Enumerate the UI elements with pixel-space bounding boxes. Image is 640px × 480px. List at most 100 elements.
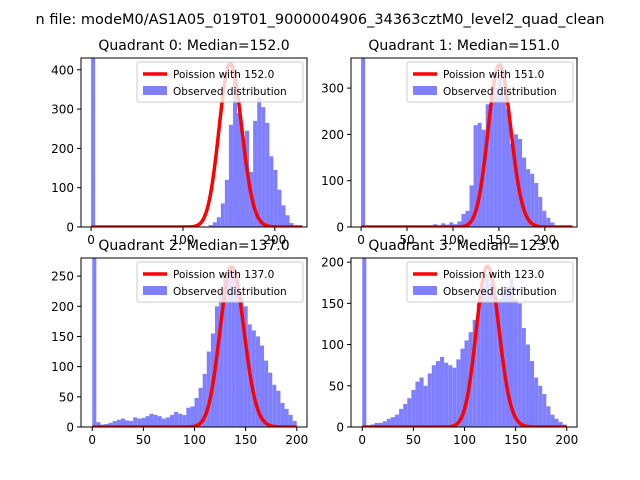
quadrant-3-histogram-bar-13 (419, 377, 424, 427)
quadrant-2-y-tick-label-2: 100 (51, 360, 74, 374)
quadrant-2-y-tick-label-1: 50 (59, 390, 74, 404)
quadrant-2-histogram-bar-6 (116, 419, 121, 427)
quadrant-3-histogram-bar-11 (411, 389, 416, 427)
quadrant-2-histogram-bar-25 (194, 398, 199, 427)
quadrant-3-histogram-bar-35 (509, 278, 514, 427)
quadrant-1-y-tick-label-3: 300 (321, 82, 344, 96)
quadrant-1-x-tick-label-2: 100 (442, 233, 465, 247)
quadrant-1-histogram-bar-19 (501, 95, 506, 227)
quadrant-0-histogram-bar-9 (241, 136, 246, 227)
quadrant-2-histogram-bar-46 (280, 402, 285, 427)
quadrant-2-x-tick-label-1: 50 (136, 433, 151, 447)
quadrant-2-title: Quadrant 2: Median=137.0 (98, 238, 289, 254)
quadrant-0-x-tick-label-1: 100 (172, 233, 195, 247)
quadrant-0-histogram-bar-13 (257, 97, 262, 227)
quadrant-0-histogram-bar-14 (261, 107, 266, 227)
quadrant-2-histogram-bar-44 (272, 384, 277, 427)
quadrant-3-histogram-bar-23 (460, 348, 465, 427)
quadrant-0-legend: Poission with 152.0 Observed distribution (136, 61, 304, 103)
quadrant-2-histogram-bar-5 (112, 420, 117, 427)
quadrant-3-histogram-bar-16 (431, 365, 436, 427)
quadrant-3-histogram-bar-45 (550, 414, 555, 427)
quadrant-0-legend-histogram-swatch (143, 86, 167, 95)
quadrant-3-histogram-bar-18 (439, 356, 445, 427)
quadrant-1-histogram-bar-26 (530, 173, 535, 227)
quadrant-1-chart: 0 50 100 150 200 0 100 200 300 Quadrant 1: Median… (321, 38, 578, 247)
quadrant-2-histogram-bar-47 (284, 408, 289, 427)
quadrant-3-histogram-bar-31 (493, 295, 498, 427)
quadrant-3-x-tick-label-0: 0 (358, 433, 366, 447)
quadrant-2-histogram-bar-0 (92, 258, 97, 427)
quadrant-2-histogram-bar-24 (190, 406, 195, 427)
quadrant-0-histogram-bar-17 (273, 170, 278, 227)
quadrant-1-y-tick-label-1: 100 (321, 174, 344, 188)
quadrant-0-histogram-bar-18 (277, 189, 282, 227)
quadrant-3-histogram-bar-5 (386, 418, 391, 427)
quadrant-0-histogram-bar-6 (228, 124, 233, 227)
quadrant-1-histogram-bar-10 (465, 210, 470, 227)
quadrant-2-histogram-bar-45 (276, 390, 281, 427)
quadrant-2-histogram-bar-19 (169, 414, 175, 427)
quadrant-3-plot-area (361, 258, 568, 427)
quadrant-1-x-tick-label-1: 50 (399, 233, 414, 247)
quadrant-3-histogram-bar-42 (538, 385, 543, 427)
quadrant-0-axes-frame (80, 57, 308, 228)
quadrant-2-histogram-bar-33 (227, 267, 232, 427)
quadrant-3-histogram-bar-40 (529, 361, 535, 427)
quadrant-1-axes-frame (350, 57, 578, 228)
quadrant-1-histogram-bar-28 (538, 196, 543, 227)
quadrant-2-poisson-line (91, 265, 298, 427)
quadrant-3-x-tick-label-4: 200 (555, 433, 578, 447)
quadrant-1-histogram-bar-16 (489, 95, 494, 227)
quadrant-2-histogram-bar-23 (186, 407, 191, 427)
quadrant-3-histogram-bar-7 (394, 414, 400, 427)
quadrant-0-histogram-bar-12 (253, 120, 258, 227)
quadrant-3-y-tick-label-2: 100 (321, 338, 344, 352)
quadrant-3-histogram-bar-27 (476, 303, 481, 427)
quadrant-1-histogram-bar-21 (509, 143, 514, 227)
quadrant-1-legend-poisson-label: Poission with 151.0 (443, 69, 544, 81)
quadrant-3-histogram-bar-6 (390, 417, 395, 427)
quadrant-2-histogram-bar-39 (251, 330, 256, 427)
quadrant-3-histogram-bar-22 (456, 359, 461, 427)
quadrant-3-histogram-bar-9 (403, 403, 408, 427)
quadrant-3-x-tick-label-2: 100 (453, 433, 476, 447)
quadrant-2-histogram-bar-26 (198, 387, 203, 427)
quadrant-2-histogram-bar-10 (133, 417, 138, 427)
quadrant-3-axes-frame (350, 257, 578, 428)
quadrant-0-histogram-bar-15 (265, 122, 270, 227)
quadrant-2-histogram-bar-8 (124, 420, 130, 427)
quadrant-2-histogram-bar-20 (174, 411, 179, 427)
quadrant-2-plot-area (91, 258, 298, 427)
quadrant-2-y-tick-label-4: 200 (51, 300, 74, 314)
quadrant-0-histogram-bar-19 (281, 205, 286, 227)
quadrant-3-legend-box (406, 261, 574, 303)
quadrant-0-histogram-bar-0 (91, 58, 96, 227)
quadrant-3-x-tick-label-1: 50 (406, 433, 421, 447)
quadrant-2-axes-frame (80, 257, 308, 428)
quadrant-2-histogram-bar-13 (145, 416, 150, 427)
quadrant-3-histogram-bar-15 (427, 373, 432, 427)
quadrant-0-histogram-bar-21 (289, 223, 294, 227)
quadrant-0-histogram-bar-5 (224, 179, 229, 227)
quadrant-3-histogram-bar-26 (472, 319, 477, 427)
quadrant-3-y-tick-label-0: 0 (336, 421, 344, 435)
quadrant-2-histogram-bar-36 (239, 297, 244, 427)
quadrant-1-histogram-bar-17 (493, 88, 498, 227)
quadrant-3-histogram-bar-34 (505, 286, 510, 427)
quadrant-1-histogram-bar-24 (522, 157, 527, 227)
quadrant-2-histogram-bar-11 (137, 418, 142, 427)
quadrant-0-chart: 0 100 200 0 100 200 300 400 Quadrant 0: Median=1… (51, 38, 308, 247)
quadrant-1-histogram-bar-11 (469, 185, 474, 227)
quadrant-2-histogram-bar-18 (165, 417, 170, 427)
quadrant-1-histogram-bar-23 (518, 139, 523, 227)
quadrant-1-legend-histogram-swatch (413, 86, 437, 95)
quadrant-0-histogram-bar-1 (208, 225, 213, 227)
quadrant-0-y-tick-label-2: 200 (51, 142, 74, 156)
quadrant-0-y-tick-label-3: 300 (51, 103, 74, 117)
quadrant-1-title: Quadrant 1: Median=151.0 (368, 38, 559, 54)
quadrant-1-legend: Poission with 151.0 Observed distribution (406, 61, 574, 103)
quadrant-2-histogram-bar-14 (149, 413, 154, 427)
quadrant-3-histogram-bar-29 (484, 274, 490, 427)
quadrant-2-y-tick-label-5: 250 (51, 270, 74, 284)
